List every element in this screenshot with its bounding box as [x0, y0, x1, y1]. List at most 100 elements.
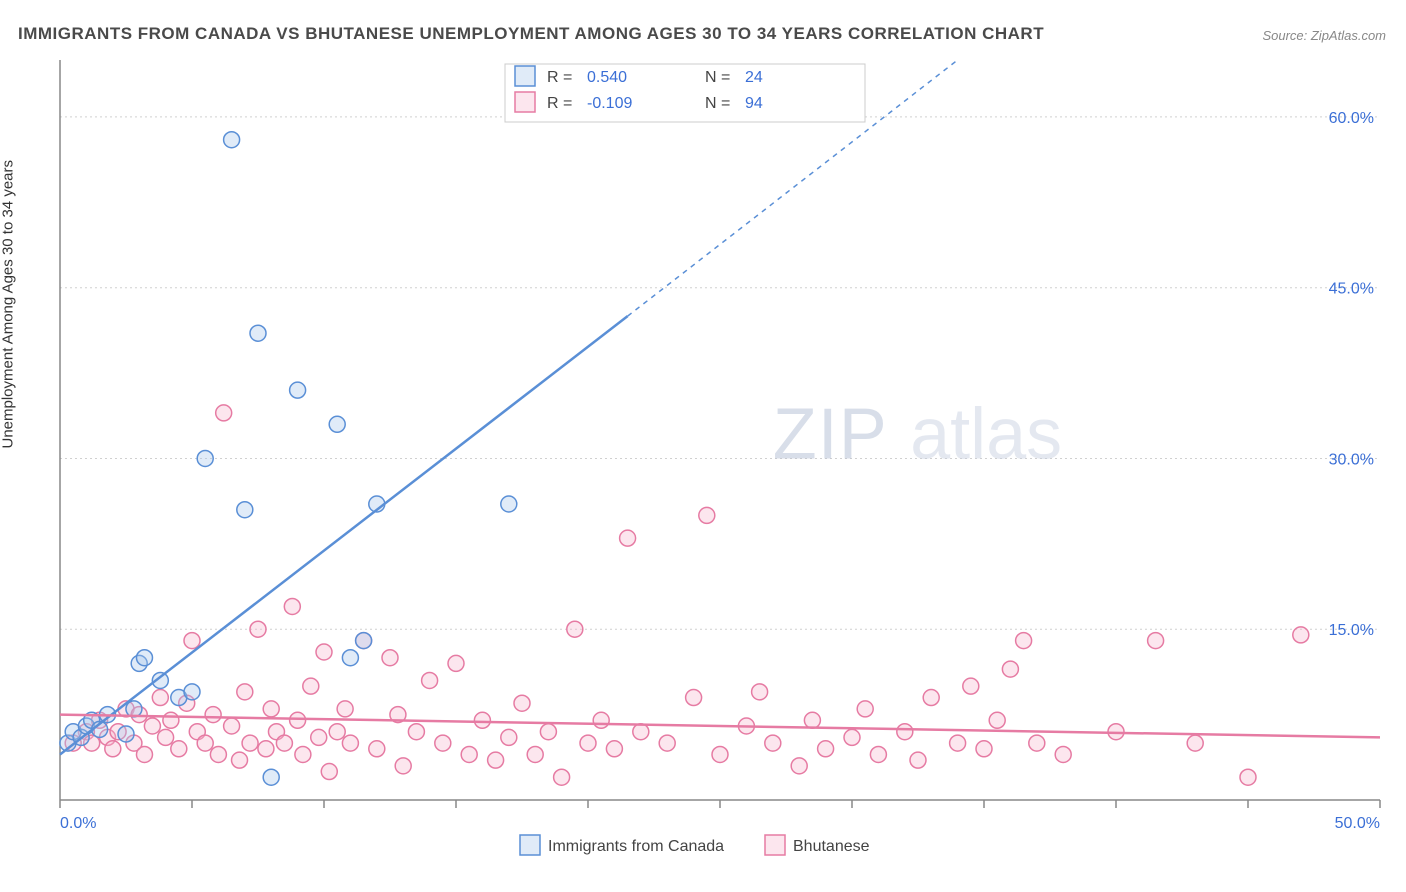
- data-point: [501, 496, 517, 512]
- data-point: [237, 502, 253, 518]
- data-point: [606, 741, 622, 757]
- legend-series-label: Immigrants from Canada: [548, 838, 724, 855]
- data-point: [699, 507, 715, 523]
- data-point: [870, 746, 886, 762]
- data-point: [171, 741, 187, 757]
- data-point: [321, 764, 337, 780]
- data-point: [158, 729, 174, 745]
- data-point: [527, 746, 543, 762]
- legend-swatch: [515, 66, 535, 86]
- data-point: [765, 735, 781, 751]
- data-point: [1240, 769, 1256, 785]
- scatter-plot: 15.0% 30.0% 45.0% 60.0% ZIP atlas 0.0% 50.0% R =…: [50, 60, 1386, 890]
- data-point: [686, 690, 702, 706]
- data-point: [144, 718, 160, 734]
- x-tick-label: 50.0%: [1335, 815, 1380, 832]
- data-point: [408, 724, 424, 740]
- y-tick-label: 45.0%: [1329, 281, 1374, 298]
- data-point: [284, 598, 300, 614]
- data-point: [311, 729, 327, 745]
- legend-series-label: Bhutanese: [793, 838, 870, 855]
- source-attribution: Source: ZipAtlas.com: [1262, 28, 1386, 43]
- trend-line: [60, 715, 1380, 738]
- chart-title: IMMIGRANTS FROM CANADA VS BHUTANESE UNEM…: [18, 24, 1044, 44]
- data-point: [976, 741, 992, 757]
- data-point: [342, 650, 358, 666]
- data-point: [250, 621, 266, 637]
- data-point: [633, 724, 649, 740]
- data-point: [1293, 627, 1309, 643]
- y-axis-label: Unemployment Among Ages 30 to 34 years: [0, 160, 17, 449]
- legend-r-value: -0.109: [587, 95, 632, 112]
- data-point: [791, 758, 807, 774]
- data-point: [290, 382, 306, 398]
- legend-n-label: N =: [705, 95, 730, 112]
- data-point: [237, 684, 253, 700]
- data-point: [580, 735, 596, 751]
- data-point: [242, 735, 258, 751]
- data-point: [210, 746, 226, 762]
- data-point: [342, 735, 358, 751]
- data-point: [804, 712, 820, 728]
- chart-container: IMMIGRANTS FROM CANADA VS BHUTANESE UNEM…: [0, 0, 1406, 892]
- data-point: [474, 712, 490, 728]
- data-point: [461, 746, 477, 762]
- watermark: ZIP: [773, 394, 888, 474]
- data-point: [136, 650, 152, 666]
- data-point: [540, 724, 556, 740]
- data-point: [395, 758, 411, 774]
- data-point: [844, 729, 860, 745]
- data-point: [950, 735, 966, 751]
- data-point: [554, 769, 570, 785]
- data-point: [1016, 633, 1032, 649]
- data-point: [752, 684, 768, 700]
- data-point: [118, 726, 134, 742]
- legend-r-label: R =: [547, 69, 572, 86]
- data-point: [910, 752, 926, 768]
- data-point: [501, 729, 517, 745]
- data-point: [712, 746, 728, 762]
- data-point: [216, 405, 232, 421]
- legend-r-value: 0.540: [587, 69, 627, 86]
- data-point: [488, 752, 504, 768]
- legend-n-label: N =: [705, 69, 730, 86]
- data-point: [263, 769, 279, 785]
- data-point: [105, 741, 121, 757]
- legend-swatch: [765, 835, 785, 855]
- data-point: [316, 644, 332, 660]
- data-point: [126, 701, 142, 717]
- data-point: [184, 633, 200, 649]
- trend-line: [60, 316, 628, 754]
- data-point: [1055, 746, 1071, 762]
- data-point: [1148, 633, 1164, 649]
- data-point: [276, 735, 292, 751]
- data-point: [989, 712, 1005, 728]
- y-tick-label: 15.0%: [1329, 622, 1374, 639]
- data-point: [356, 633, 372, 649]
- data-point: [337, 701, 353, 717]
- data-point: [620, 530, 636, 546]
- y-tick-label: 60.0%: [1329, 110, 1374, 127]
- data-point: [963, 678, 979, 694]
- data-point: [263, 701, 279, 717]
- x-tick-label: 0.0%: [60, 815, 96, 832]
- data-point: [303, 678, 319, 694]
- data-point: [258, 741, 274, 757]
- data-point: [250, 325, 266, 341]
- data-point: [382, 650, 398, 666]
- data-point: [818, 741, 834, 757]
- data-point: [163, 712, 179, 728]
- data-point: [152, 690, 168, 706]
- data-point: [593, 712, 609, 728]
- legend-n-value: 24: [745, 69, 763, 86]
- data-point: [136, 746, 152, 762]
- legend-r-label: R =: [547, 95, 572, 112]
- data-point: [448, 655, 464, 671]
- watermark: atlas: [910, 394, 1062, 474]
- y-tick-label: 30.0%: [1329, 451, 1374, 468]
- data-point: [197, 735, 213, 751]
- data-point: [184, 684, 200, 700]
- data-point: [857, 701, 873, 717]
- data-point: [422, 672, 438, 688]
- data-point: [435, 735, 451, 751]
